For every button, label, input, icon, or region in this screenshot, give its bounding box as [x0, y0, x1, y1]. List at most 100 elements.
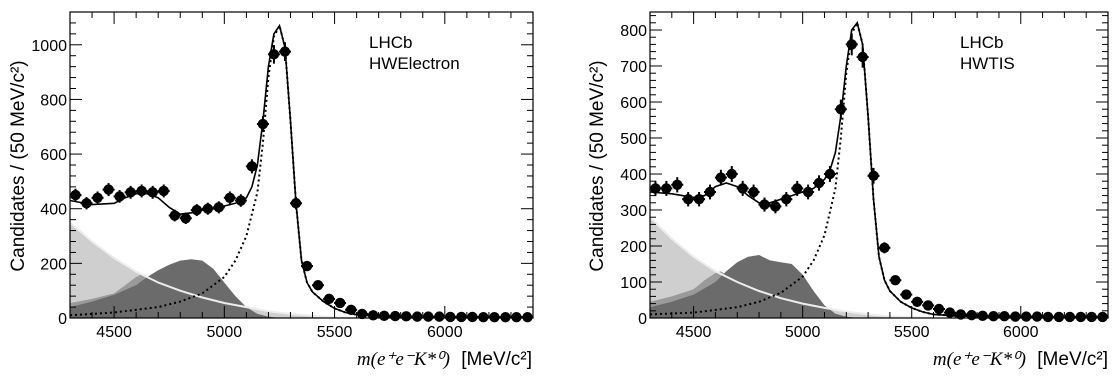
left-data-point	[378, 310, 391, 322]
right-y-tick-label: 500	[620, 131, 647, 148]
left-y-tick-label: 0	[58, 311, 67, 328]
right-data-point	[867, 167, 880, 184]
right-plot-frame	[649, 11, 1109, 319]
right-data-point	[736, 180, 749, 196]
right-y-tick-label: 700	[620, 59, 647, 76]
right-background-layer	[649, 216, 934, 319]
right-data-point	[922, 300, 935, 311]
left-data-point	[477, 311, 490, 323]
right-data-point	[1020, 311, 1033, 322]
left-data-point	[389, 310, 402, 322]
right-y-tick-label: 0	[638, 311, 647, 328]
left-data-point	[367, 310, 380, 321]
right-legend-experiment: LHCb	[960, 33, 1003, 52]
left-data-point	[124, 185, 137, 199]
right-data-point	[693, 192, 706, 207]
right-x-tick-label: 6000	[1003, 324, 1039, 341]
left-legend-trigger: HWElectron	[369, 54, 460, 73]
left-data-point	[323, 293, 336, 305]
right-x-axis-title: m(e⁺e⁻K*⁰) [MeV/c²]	[933, 349, 1108, 370]
right-data-point	[878, 242, 891, 254]
left-background-light-curve	[69, 221, 357, 319]
right-data-point	[889, 275, 902, 286]
right-panel: 4500 5000 5500 6000 0 100 200 300 400 500 600 700 80…	[587, 11, 1109, 370]
right-y-tick-label: 200	[620, 239, 647, 256]
right-y-tick-label: 100	[620, 275, 647, 292]
right-data-point	[780, 192, 793, 207]
right-data-point	[1009, 311, 1022, 322]
right-data-point	[725, 166, 738, 182]
left-y-tick-label: 400	[40, 202, 67, 219]
right-data-point	[1074, 311, 1087, 323]
left-data-point	[223, 191, 236, 205]
left-data-point	[256, 116, 269, 133]
right-data-point	[998, 311, 1011, 322]
right-data-point	[943, 307, 956, 318]
left-x-tick-label: 4500	[96, 324, 132, 341]
left-data-point	[168, 209, 181, 222]
left-x-tick-label: 5500	[317, 324, 353, 341]
right-data-point	[660, 180, 673, 196]
right-data-point	[1052, 311, 1065, 323]
right-data-point	[1085, 311, 1098, 323]
left-x-axis-title: m(e⁺e⁻K*⁰) [MeV/c²]	[357, 349, 532, 370]
left-panel: 4500 5000 5500 6000 0 200 400 600 800 1000 LHCb H…	[8, 11, 534, 370]
left-data-point	[356, 308, 369, 320]
left-data-point	[179, 212, 192, 225]
right-data-point	[758, 197, 771, 212]
left-data-point	[433, 311, 446, 322]
left-data-point	[234, 194, 247, 207]
right-data-point	[954, 309, 967, 320]
left-y-axis-title: Candidates / (50 MeV/c²)	[8, 60, 29, 271]
left-x-axis-unit: [MeV/c²]	[461, 349, 532, 370]
right-data-point	[769, 199, 782, 214]
right-y-tick-label: 600	[620, 95, 647, 112]
left-data-point	[113, 190, 126, 203]
left-data-point	[466, 311, 479, 323]
left-x-tick-label: 5000	[207, 324, 243, 341]
left-x-axis-math: m(e⁺e⁻K*⁰)	[357, 349, 450, 370]
left-data-point	[345, 304, 358, 316]
right-data-point	[813, 175, 826, 191]
right-x-tick-label: 5000	[785, 324, 821, 341]
right-data-point	[911, 296, 924, 307]
left-data-point	[488, 311, 501, 323]
left-data-point	[102, 183, 115, 197]
right-x-axis-unit: [MeV/c²]	[1037, 349, 1108, 370]
left-data-point	[135, 184, 148, 198]
left-background-layer	[69, 221, 357, 319]
right-data-point	[1031, 311, 1044, 322]
left-data-point	[69, 188, 82, 202]
left-data-point	[157, 184, 170, 198]
right-data-point	[714, 169, 727, 186]
right-y-axis-title: Candidates / (50 MeV/c²)	[587, 60, 608, 271]
left-data-point	[411, 311, 424, 322]
right-fit-layer	[649, 19, 1108, 318]
right-x-tick-label: 5500	[894, 324, 930, 341]
left-data-point	[422, 311, 435, 322]
left-plot-frame	[69, 11, 534, 319]
right-x-tick-label: 4500	[676, 324, 712, 341]
left-y-tick-label: 200	[40, 256, 67, 273]
left-data-point	[91, 191, 104, 205]
right-data-point	[845, 33, 858, 56]
left-data-point	[400, 311, 413, 322]
right-data-point	[682, 192, 695, 207]
left-data-point	[289, 197, 302, 210]
left-data-point	[301, 260, 314, 272]
left-data-point	[190, 204, 203, 217]
left-data-point	[201, 202, 214, 215]
right-data-point	[703, 184, 716, 200]
right-data-point	[932, 303, 945, 315]
right-y-tick-label: 800	[620, 23, 647, 40]
right-data-point	[747, 184, 760, 200]
right-x-axis-math: m(e⁺e⁻K*⁰)	[933, 349, 1026, 370]
right-y-tick-label: 300	[620, 203, 647, 220]
right-data-point	[976, 310, 989, 322]
right-data-point	[802, 184, 815, 200]
left-data-point	[455, 311, 468, 323]
right-data-point	[823, 166, 836, 182]
right-data-point	[900, 289, 913, 300]
left-points-layer	[69, 42, 534, 323]
